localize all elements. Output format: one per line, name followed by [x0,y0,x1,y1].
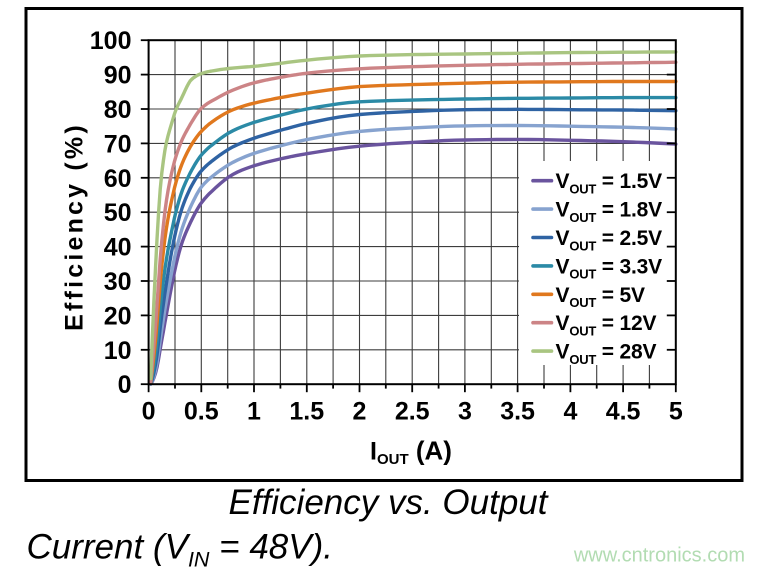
svg-text:VOUT = 28V: VOUT = 28V [556,341,657,367]
svg-text:100: 100 [90,27,132,55]
svg-text:70: 70 [104,130,132,158]
svg-text:50: 50 [104,199,132,227]
svg-text:VOUT = 3.3V: VOUT = 3.3V [556,255,663,281]
svg-text:0.5: 0.5 [184,398,219,426]
svg-text:1.5: 1.5 [289,398,324,426]
svg-text:VOUT = 1.8V: VOUT = 1.8V [556,199,663,225]
svg-text:www.cntronics.com: www.cntronics.com [573,545,745,567]
svg-text:Efficiency (%): Efficiency (%) [61,122,89,331]
svg-text:VOUT = 2.5V: VOUT = 2.5V [556,227,663,253]
svg-text:2: 2 [353,398,367,426]
svg-text:IOUT (A): IOUT (A) [370,436,452,469]
svg-text:5: 5 [669,398,683,426]
svg-text:10: 10 [104,337,132,365]
svg-text:3: 3 [458,398,472,426]
svg-text:20: 20 [104,302,132,330]
svg-text:4.5: 4.5 [606,398,641,426]
svg-text:0: 0 [142,398,156,426]
svg-text:Efficiency vs. Output: Efficiency vs. Output [228,483,548,522]
svg-text:90: 90 [104,62,132,90]
svg-text:60: 60 [104,165,132,193]
svg-text:30: 30 [104,268,132,296]
svg-text:4: 4 [563,398,577,426]
svg-text:40: 40 [104,234,132,262]
svg-text:1: 1 [247,398,261,426]
svg-text:VOUT = 5V: VOUT = 5V [556,284,645,310]
svg-text:2.5: 2.5 [395,398,430,426]
svg-text:Current (VIN = 48V).: Current (VIN = 48V). [27,528,333,570]
svg-text:0: 0 [118,371,132,399]
svg-text:80: 80 [104,96,132,124]
svg-text:3.5: 3.5 [500,398,535,426]
